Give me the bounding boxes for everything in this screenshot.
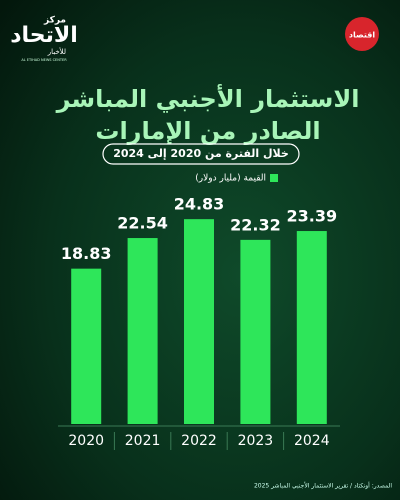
badge: اقتصاد bbox=[349, 31, 375, 40]
logo-top: مركز bbox=[43, 16, 66, 26]
badge-circle bbox=[345, 17, 379, 51]
x-tick-label: 2021 bbox=[125, 433, 161, 449]
value-label: 23.39 bbox=[286, 207, 337, 226]
value-label: 22.54 bbox=[117, 214, 168, 233]
value-label: 18.83 bbox=[61, 244, 112, 263]
legend-swatch bbox=[270, 174, 278, 182]
source: المصدر: أونكتاد / تقرير الاستثمار الأجنب… bbox=[254, 482, 392, 490]
logo-main: الاتحاد bbox=[10, 23, 78, 48]
bar bbox=[296, 231, 327, 424]
x-tick-label: 2023 bbox=[238, 433, 274, 449]
logo: مركز الاتحاد للأخبار AL ETIHAD NEWS CENT… bbox=[10, 16, 78, 63]
x-tick-label: 2024 bbox=[294, 433, 330, 449]
x-tick-label: 2022 bbox=[181, 433, 217, 449]
logo-sub: للأخبار bbox=[47, 47, 66, 56]
value-label: 24.83 bbox=[174, 195, 225, 214]
bar bbox=[240, 239, 271, 424]
chart-title: الاستثمار الأجنبي المباشر bbox=[56, 84, 360, 113]
bar bbox=[71, 268, 102, 424]
logo-english: AL ETIHAD NEWS CENTER bbox=[21, 58, 67, 62]
subtitle-pill bbox=[102, 143, 300, 165]
x-tick-label: 2020 bbox=[68, 433, 104, 449]
bar bbox=[127, 238, 158, 424]
value-label: 22.32 bbox=[230, 215, 281, 234]
chart-title: الصادر من الإمارات bbox=[95, 117, 320, 145]
legend-label: القيمة (مليار دولار) bbox=[195, 174, 266, 184]
subtitle: خلال الفترة من 2020 إلى 2024 bbox=[113, 147, 289, 160]
bar bbox=[184, 219, 214, 424]
